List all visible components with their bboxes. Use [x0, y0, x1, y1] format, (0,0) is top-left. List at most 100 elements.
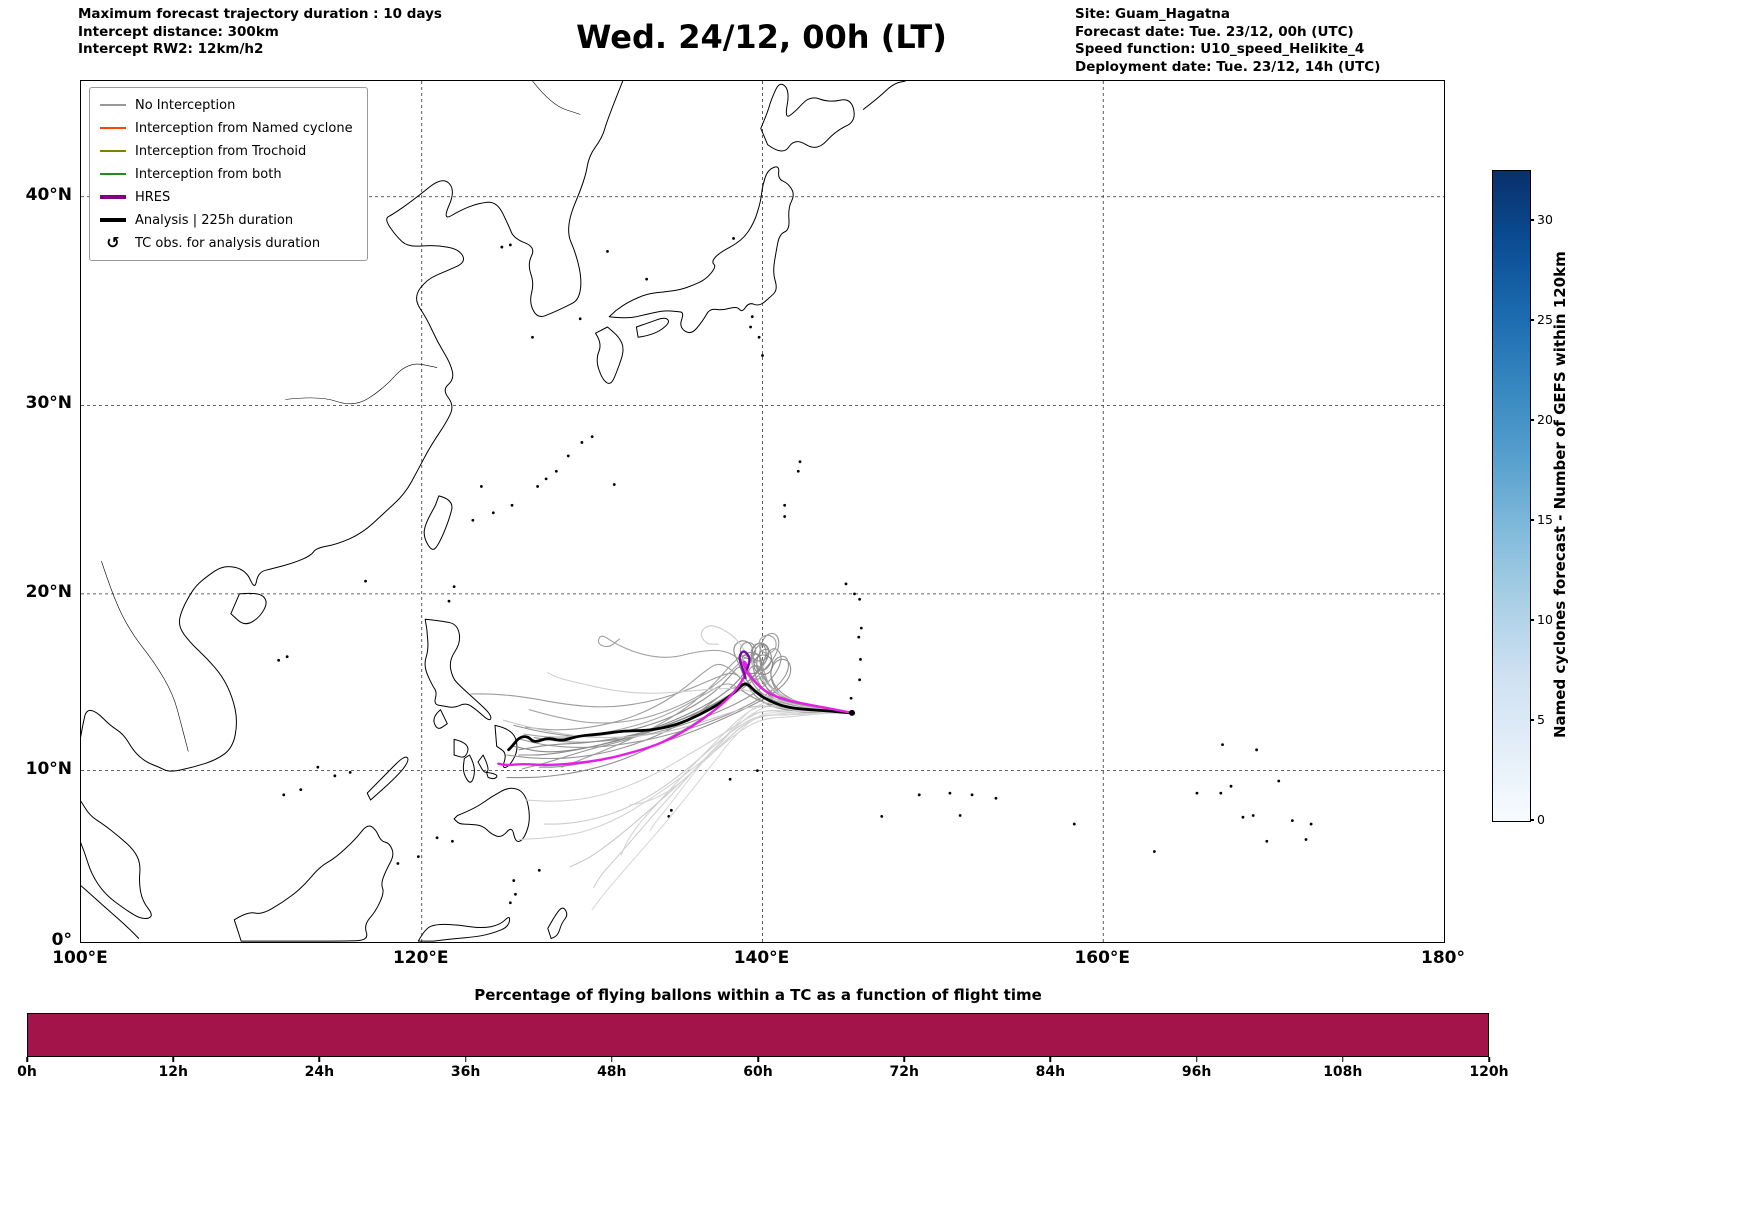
- island-dot: [531, 335, 534, 339]
- coastline-palawan: [366, 756, 409, 801]
- island-dot: [1195, 791, 1199, 795]
- colorbar-tick-mark: [1530, 319, 1534, 321]
- island-dot: [1255, 748, 1258, 752]
- coastline-hokkaido: [760, 83, 855, 152]
- speed-function-line: Speed function: U10_speed_Helikite_4: [1075, 41, 1365, 57]
- y-tick-label: 30°N: [25, 393, 72, 414]
- island-dot: [783, 503, 787, 507]
- island-dot: [844, 582, 848, 586]
- coastline-bohol: [486, 771, 498, 780]
- coastline-mindanao: [453, 787, 530, 842]
- legend: No Interception Interception from Named c…: [89, 87, 368, 261]
- island-dot: [285, 655, 289, 659]
- legend-label: Analysis | 225h duration: [135, 212, 294, 228]
- coastline-hainan: [230, 592, 267, 625]
- colorbar-tick-mark: [1530, 619, 1534, 621]
- legend-entry: Interception from both: [100, 164, 353, 184]
- flight-time-tick-label: 108h: [1323, 1064, 1363, 1080]
- island-dot: [853, 592, 856, 596]
- bottom-chart-title: Percentage of flying ballons within a TC…: [474, 986, 1042, 1004]
- flight-time-tick-mark: [464, 1057, 467, 1062]
- legend-label: TC obs. for analysis duration: [135, 235, 321, 251]
- island-dot: [1251, 814, 1255, 817]
- coastline-mindoro: [433, 709, 448, 729]
- x-tick-label: 140°E: [733, 948, 790, 968]
- flight-time-tick-mark: [26, 1057, 28, 1062]
- island-dot: [858, 597, 862, 601]
- river: [532, 81, 581, 115]
- flight-time-tick-mark: [757, 1057, 759, 1062]
- hres-track: [497, 660, 855, 767]
- flight-time-tick-mark: [903, 1057, 905, 1062]
- colorbar-tick-label: 10: [1537, 612, 1553, 627]
- legend-entry: Analysis | 225h duration: [100, 210, 353, 230]
- island-dot: [536, 485, 540, 488]
- island-dot: [749, 325, 752, 329]
- balloon-trajectory: [543, 712, 853, 825]
- flight-time-tick-mark: [1488, 1057, 1490, 1062]
- island-dot: [364, 579, 367, 583]
- flight-time-tick-label: 0h: [17, 1064, 37, 1080]
- island-dot: [757, 335, 761, 339]
- flight-time-tick-label: 96h: [1181, 1064, 1212, 1080]
- island-dot: [510, 503, 514, 507]
- island-dot: [590, 435, 594, 439]
- coastline-asia-mainland: [81, 81, 624, 920]
- island-dot: [578, 317, 582, 321]
- balloon-trajectory: [649, 701, 853, 832]
- site-info: Site: Guam_Hagatna Forecast date: Tue. 2…: [1075, 6, 1380, 76]
- flight-time-tick-label: 120h: [1469, 1064, 1509, 1080]
- coastline-sumatra: [81, 885, 140, 939]
- forecast-params: Maximum forecast trajectory duration : 1…: [78, 6, 442, 59]
- trajectory-loop: [750, 642, 770, 662]
- balloon-trajectory: [591, 712, 853, 911]
- coastline-cebu: [477, 754, 489, 773]
- coastline-kyushu: [595, 326, 624, 384]
- island-dot: [1290, 819, 1294, 823]
- island-dot: [566, 454, 570, 458]
- page-title: Wed. 24/12, 00h (LT): [576, 18, 947, 56]
- colorbar-tick-label: 15: [1537, 512, 1553, 527]
- analysis-track: [507, 682, 856, 752]
- island-dot: [849, 696, 853, 700]
- trajectory-loop: [739, 641, 757, 660]
- island-dot: [1241, 815, 1245, 819]
- tc-obs-track: [738, 650, 751, 680]
- colorbar-tick-mark: [1530, 219, 1534, 221]
- island-dot: [508, 901, 512, 905]
- island-dot: [917, 793, 921, 797]
- legend-entry: Interception from Named cyclone: [100, 118, 353, 138]
- island-dot: [299, 788, 303, 792]
- colorbar-tick-mark: [1530, 419, 1534, 421]
- river: [285, 363, 438, 405]
- island-dot: [1304, 838, 1308, 841]
- coastline-honshu: [608, 166, 794, 334]
- island-dot: [606, 249, 609, 253]
- legend-line-swatch: [100, 195, 126, 199]
- flight-time-tick-label: 72h: [889, 1064, 919, 1080]
- colorbar-tick-label: 0: [1537, 812, 1545, 827]
- colorbar-tick-mark: [1530, 719, 1534, 721]
- island-dot: [554, 469, 558, 473]
- param-line-intercept-distance: Intercept distance: 300km: [78, 23, 279, 40]
- coastline-taiwan: [423, 495, 453, 550]
- island-dot: [282, 793, 286, 797]
- island-dot: [544, 477, 548, 481]
- island-dot: [452, 585, 456, 588]
- flight-time-tick-label: 12h: [158, 1064, 188, 1080]
- trajectory-loop: [753, 654, 774, 676]
- coastline-kuril: [862, 81, 906, 110]
- colorbar-tick-mark: [1530, 819, 1534, 821]
- island-dot: [612, 483, 616, 486]
- island-dot: [796, 469, 800, 473]
- island-dot: [1265, 839, 1269, 843]
- legend-label: No Interception: [135, 97, 236, 113]
- legend-line-swatch: [100, 150, 126, 152]
- island-dot: [798, 460, 802, 464]
- island-dot: [1277, 779, 1281, 783]
- flight-time-tick-mark: [1049, 1057, 1052, 1062]
- x-tick-label: 120°E: [392, 948, 449, 968]
- island-dot: [994, 796, 998, 800]
- island-dot: [333, 774, 337, 778]
- legend-line-swatch: [100, 173, 126, 175]
